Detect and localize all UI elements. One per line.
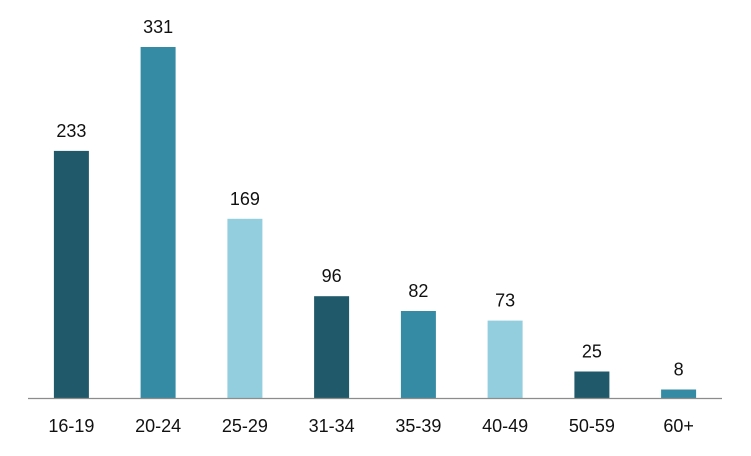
bar-50-59 [574, 371, 610, 398]
x-tick-label-50-59: 50-59 [569, 416, 615, 436]
data-label-60+: 8 [674, 360, 684, 380]
bar-60+ [661, 389, 697, 398]
x-tick-label-20-24: 20-24 [135, 416, 181, 436]
data-label-40-49: 73 [495, 291, 515, 311]
data-label-35-39: 82 [408, 281, 428, 301]
bar-20-24 [140, 47, 176, 398]
x-tick-label-31-34: 31-34 [309, 416, 355, 436]
data-label-25-29: 169 [230, 189, 260, 209]
data-label-50-59: 25 [582, 342, 602, 362]
x-tick-label-25-29: 25-29 [222, 416, 268, 436]
x-tick-label-40-49: 40-49 [482, 416, 528, 436]
bar-40-49 [487, 320, 523, 398]
bar-35-39 [400, 311, 436, 398]
x-tick-label-16-19: 16-19 [48, 416, 94, 436]
data-label-20-24: 331 [143, 17, 173, 37]
bar-16-19 [53, 150, 89, 398]
data-label-31-34: 96 [322, 266, 342, 286]
bars-group [53, 47, 697, 398]
bar-25-29 [227, 218, 263, 398]
x-tick-label-60+: 60+ [663, 416, 694, 436]
data-label-16-19: 233 [56, 121, 86, 141]
x-tick-labels-group: 16-19 20-24 25-29 31-34 35-39 40-49 50-59 60+ [48, 416, 693, 436]
bar-31-34 [314, 296, 350, 398]
data-labels-group: 233 331 169 96 82 73 25 8 [56, 17, 683, 380]
x-tick-label-35-39: 35-39 [395, 416, 441, 436]
